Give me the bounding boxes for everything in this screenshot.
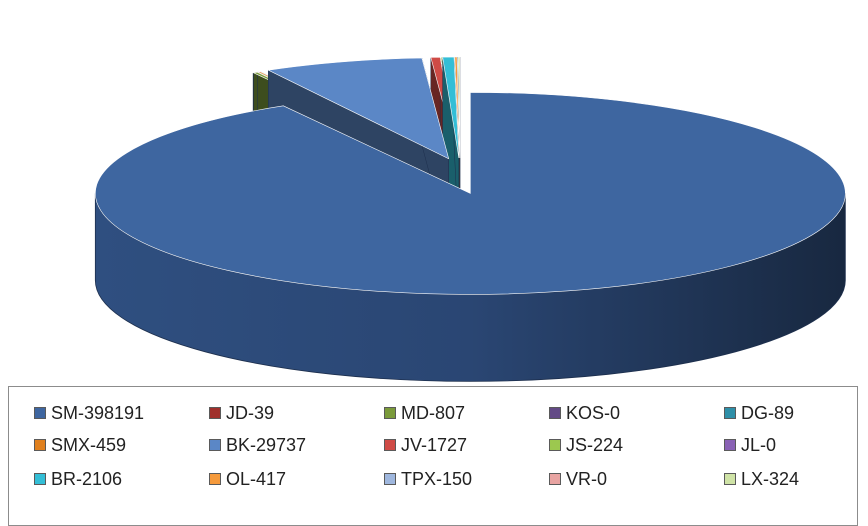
- legend: SM-398191 JD-39 MD-807 KOS-0 DG-89 SMX-459 BK-…: [8, 386, 858, 526]
- pie-slices: [94, 56, 846, 382]
- legend-swatch: [724, 473, 736, 485]
- legend-item-sm-398191: SM-398191: [34, 401, 144, 425]
- legend-label: BK-29737: [226, 434, 307, 455]
- pie-slice-top-bk-29737: [267, 57, 450, 160]
- legend-label: MD-807: [401, 402, 466, 423]
- legend-label: JV-1727: [401, 434, 468, 455]
- legend-label: VR-0: [566, 468, 608, 489]
- legend-item-kos-0: KOS-0: [549, 401, 620, 425]
- legend-label: SMX-459: [51, 434, 127, 455]
- legend-swatch: [384, 473, 396, 485]
- legend-item-smx-459: SMX-459: [34, 433, 126, 457]
- legend-swatch: [549, 473, 561, 485]
- legend-swatch: [384, 407, 396, 419]
- legend-item-jd-39: JD-39: [209, 401, 274, 425]
- legend-swatch: [209, 407, 221, 419]
- legend-label: JS-224: [566, 434, 624, 455]
- legend-item-md-807: MD-807: [384, 401, 465, 425]
- legend-item-vr-0: VR-0: [549, 467, 607, 491]
- pie-slice-top-lx-324: [457, 56, 461, 159]
- legend-item-jv-1727: JV-1727: [384, 433, 467, 457]
- legend-item-bk-29737: BK-29737: [209, 433, 306, 457]
- legend-swatch: [209, 473, 221, 485]
- legend-label: SM-398191: [51, 402, 145, 423]
- legend-label: JL-0: [741, 434, 777, 455]
- legend-swatch: [549, 407, 561, 419]
- pie-chart: [94, 56, 846, 382]
- legend-label: BR-2106: [51, 468, 123, 489]
- legend-swatch: [209, 439, 221, 451]
- pie-slice-top-sm-398191: [95, 92, 846, 295]
- legend-item-lx-324: LX-324: [724, 467, 799, 491]
- legend-swatch: [724, 407, 736, 419]
- legend-label: OL-417: [226, 468, 287, 489]
- legend-swatch: [34, 439, 46, 451]
- legend-label: DG-89: [741, 402, 795, 423]
- pie-slice-top-br-2106: [442, 56, 460, 159]
- legend-swatch: [549, 439, 561, 451]
- pie-slice-sm-398191: [94, 92, 846, 382]
- legend-item-js-224: JS-224: [549, 433, 623, 457]
- legend-swatch: [34, 473, 46, 485]
- chart-stage: SM-398191 JD-39 MD-807 KOS-0 DG-89 SMX-459 BK-…: [8, 56, 858, 526]
- legend-label: KOS-0: [566, 402, 621, 423]
- pie-slice-top-ol-417: [454, 56, 460, 159]
- legend-item-dg-89: DG-89: [724, 401, 794, 425]
- legend-swatch: [34, 407, 46, 419]
- legend-item-ol-417: OL-417: [209, 467, 286, 491]
- legend-label: LX-324: [741, 468, 800, 489]
- legend-item-br-2106: BR-2106: [34, 467, 122, 491]
- legend-swatch: [724, 439, 736, 451]
- legend-label: JD-39: [226, 402, 275, 423]
- legend-item-jl-0: JL-0: [724, 433, 776, 457]
- legend-label: TPX-150: [401, 468, 473, 489]
- legend-item-tpx-150: TPX-150: [384, 467, 472, 491]
- legend-swatch: [384, 439, 396, 451]
